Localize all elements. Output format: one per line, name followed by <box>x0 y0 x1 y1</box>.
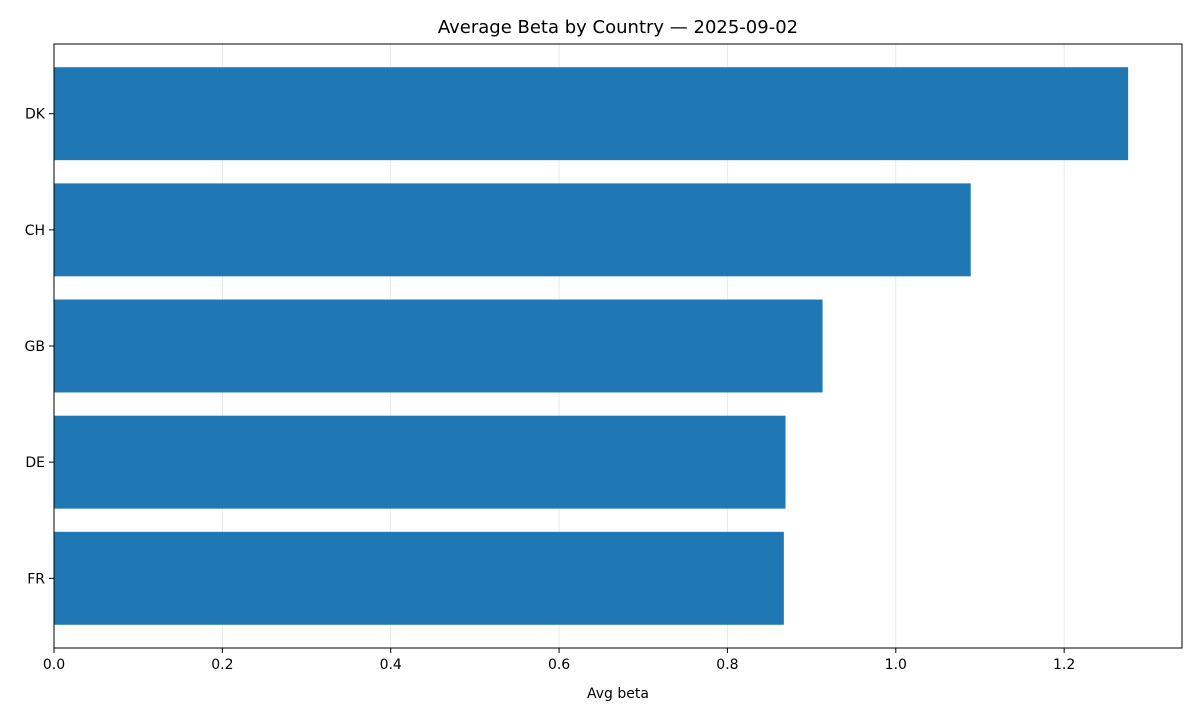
bars <box>54 67 1129 625</box>
y-tick-label-de: DE <box>25 455 45 471</box>
y-tick-label-fr: FR <box>27 571 45 587</box>
y-axis-ticks: FR DE GB CH DK <box>25 107 54 587</box>
x-tick-label: 0.2 <box>211 657 233 673</box>
bar-dk <box>54 67 1129 161</box>
x-tick-label: 1.2 <box>1053 657 1075 673</box>
bar-gb <box>54 299 823 393</box>
y-tick-label-gb: GB <box>25 339 45 355</box>
x-axis-label: Avg beta <box>587 686 649 702</box>
bar-de <box>54 415 786 509</box>
x-tick-label: 1.0 <box>885 657 907 673</box>
x-axis-ticks: 0.0 0.2 0.4 0.6 0.8 1.0 1.2 <box>43 648 1075 673</box>
x-tick-label: 0.8 <box>716 657 738 673</box>
x-tick-label: 0.0 <box>43 657 65 673</box>
bar-fr <box>54 531 784 625</box>
bar-ch <box>54 183 971 277</box>
y-tick-label-ch: CH <box>25 223 45 239</box>
x-tick-label: 0.6 <box>548 657 570 673</box>
chart-title: Average Beta by Country — 2025-09-02 <box>438 17 798 38</box>
x-tick-label: 0.4 <box>380 657 402 673</box>
y-tick-label-dk: DK <box>25 107 46 123</box>
